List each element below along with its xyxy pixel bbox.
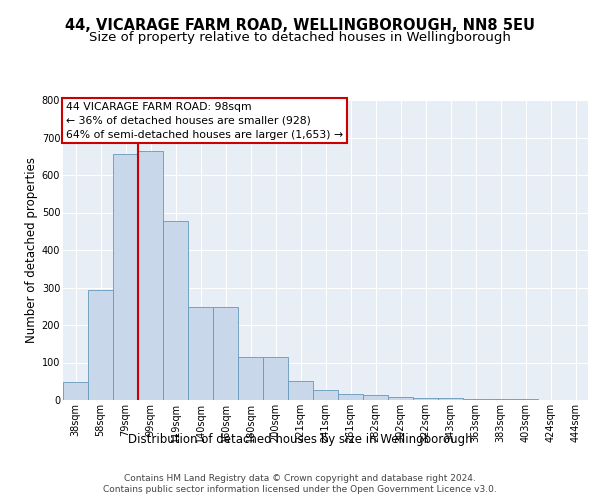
Bar [288, 380, 313, 400]
Bar [263, 357, 288, 400]
Text: 44, VICARAGE FARM ROAD, WELLINGBOROUGH, NN8 5EU: 44, VICARAGE FARM ROAD, WELLINGBOROUGH, … [65, 18, 535, 32]
Bar [463, 399, 488, 400]
Bar [188, 307, 213, 400]
Bar [338, 394, 363, 400]
Bar [138, 152, 163, 400]
Text: 44 VICARAGE FARM ROAD: 98sqm
← 36% of detached houses are smaller (928)
64% of s: 44 VICARAGE FARM ROAD: 98sqm ← 36% of de… [65, 102, 343, 140]
Bar [488, 399, 513, 400]
Bar [63, 382, 88, 400]
Bar [213, 307, 238, 400]
Bar [113, 154, 138, 400]
Bar [88, 290, 113, 400]
Bar [413, 398, 438, 400]
Bar [513, 399, 538, 400]
Bar [238, 357, 263, 400]
Bar [438, 398, 463, 400]
Y-axis label: Number of detached properties: Number of detached properties [25, 157, 38, 343]
Text: Contains HM Land Registry data © Crown copyright and database right 2024.: Contains HM Land Registry data © Crown c… [124, 474, 476, 483]
Text: Contains public sector information licensed under the Open Government Licence v3: Contains public sector information licen… [103, 485, 497, 494]
Bar [163, 221, 188, 400]
Text: Distribution of detached houses by size in Wellingborough: Distribution of detached houses by size … [128, 432, 472, 446]
Bar [388, 397, 413, 400]
Text: Size of property relative to detached houses in Wellingborough: Size of property relative to detached ho… [89, 31, 511, 44]
Bar [363, 395, 388, 400]
Bar [313, 390, 338, 400]
